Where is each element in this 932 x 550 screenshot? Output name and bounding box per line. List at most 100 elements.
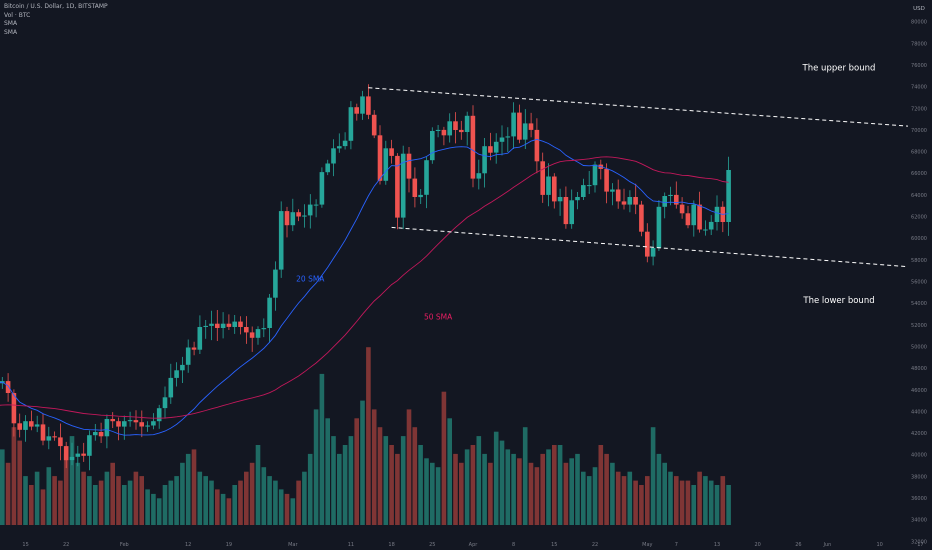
price-tick-label: 52000 <box>911 323 927 329</box>
candle-body <box>621 201 627 205</box>
candle-body <box>476 173 482 179</box>
candle-body <box>46 436 52 441</box>
time-axis[interactable]: 15 22 Feb 12 19 Mar 11 18 25 Apr 8 15 22 May 7 13 20 26 Ju… <box>22 542 923 548</box>
candle-body <box>371 114 377 136</box>
moving-averages <box>0 138 729 436</box>
candle-body <box>180 364 185 371</box>
time-tick-label: 10 <box>877 542 883 548</box>
candle-body <box>668 194 673 196</box>
time-tick-label: Feb <box>120 542 129 548</box>
candle <box>197 315 203 354</box>
volume-bar <box>145 489 150 525</box>
candle-body <box>714 206 720 222</box>
candle <box>180 356 185 383</box>
20-sma-label: 20 SMA <box>296 275 325 284</box>
the-upper-bound-line[interactable] <box>368 87 909 127</box>
candle-body <box>104 419 110 437</box>
volume-bar <box>191 449 197 525</box>
volume-bar <box>331 436 336 525</box>
candle <box>5 373 11 402</box>
price-axis[interactable]: 32000 34000 36000 38000 40000 42000 44000 46000… <box>911 20 927 546</box>
time-tick-label: 8 <box>512 542 515 548</box>
candle <box>604 163 609 204</box>
time-tick-label: 13 <box>714 542 720 548</box>
volume-bar <box>633 480 638 525</box>
candle-body <box>168 377 174 398</box>
sma-20-line <box>0 138 729 436</box>
candle-body <box>406 153 412 179</box>
candle-body <box>493 141 499 153</box>
sma-indicator-label[interactable]: SMA <box>4 20 18 27</box>
volume-bar <box>185 453 191 525</box>
candle <box>46 426 52 450</box>
the-lower-bound-line[interactable] <box>391 226 909 268</box>
volume-bar <box>104 471 110 525</box>
time-tick-label: 15 <box>551 542 557 548</box>
volume-bar <box>708 480 714 525</box>
volume-bar <box>476 436 482 525</box>
candle-body <box>215 323 220 328</box>
candle <box>267 294 272 343</box>
candle <box>656 200 662 251</box>
time-tick-label: 17 <box>917 542 923 548</box>
candle <box>552 173 557 209</box>
candle <box>17 413 22 438</box>
volume-bar <box>610 462 615 525</box>
candle <box>586 171 592 194</box>
candle <box>569 189 574 229</box>
time-tick-label: May <box>642 542 652 548</box>
candle-body <box>633 197 638 205</box>
volume-indicator-label[interactable]: Vol · BTC <box>4 11 31 19</box>
candle <box>215 310 220 341</box>
candle <box>81 442 86 462</box>
volume-bar <box>261 467 267 525</box>
candle-body <box>122 421 127 427</box>
sma-indicator-label[interactable]: SMA <box>4 28 18 36</box>
volume-bar <box>668 471 673 525</box>
volume-bar <box>215 489 220 525</box>
volume-bar <box>133 471 139 525</box>
candle-body <box>156 408 162 422</box>
candle-body <box>209 323 214 326</box>
volume-bar <box>98 480 104 525</box>
time-tick-label: Jun <box>822 542 831 548</box>
candle-body <box>29 421 34 427</box>
symbol-title[interactable]: Bitcoin / U.S. Dollar, 1D, BITSTAMP <box>4 3 108 10</box>
volume-bar <box>383 436 389 525</box>
volume-bar <box>726 485 731 525</box>
candle <box>691 200 696 237</box>
candle-body <box>528 123 534 130</box>
candlesticks <box>0 84 731 471</box>
candle-body <box>697 204 702 230</box>
price-tick-label: 40000 <box>911 453 927 459</box>
candle <box>319 167 325 208</box>
volume-bar <box>685 480 691 525</box>
time-tick-label: 26 <box>795 542 801 548</box>
candle-body <box>296 212 301 217</box>
candle-body <box>586 185 592 187</box>
candle-body <box>592 164 598 186</box>
volume-bar <box>209 480 214 525</box>
price-tick-label: 68000 <box>911 150 927 156</box>
price-tick-label: 50000 <box>911 345 927 351</box>
candle <box>23 415 28 442</box>
volume-bars <box>0 347 731 525</box>
price-tick-label: 38000 <box>911 474 927 480</box>
time-tick-label: 22 <box>63 542 69 548</box>
volume-bar <box>63 453 69 525</box>
volume-bar <box>226 498 232 525</box>
volume-bar <box>87 476 92 525</box>
candle-body <box>5 381 11 393</box>
volume-bar <box>662 462 667 525</box>
candle <box>244 316 249 344</box>
volume-bar <box>406 409 412 525</box>
candle <box>499 125 505 156</box>
candle <box>459 120 464 140</box>
candle-body <box>383 148 389 181</box>
candle <box>708 215 714 235</box>
candle <box>255 326 261 345</box>
volume-bar <box>546 449 551 525</box>
candle <box>34 415 40 433</box>
volume-bar <box>528 462 534 525</box>
